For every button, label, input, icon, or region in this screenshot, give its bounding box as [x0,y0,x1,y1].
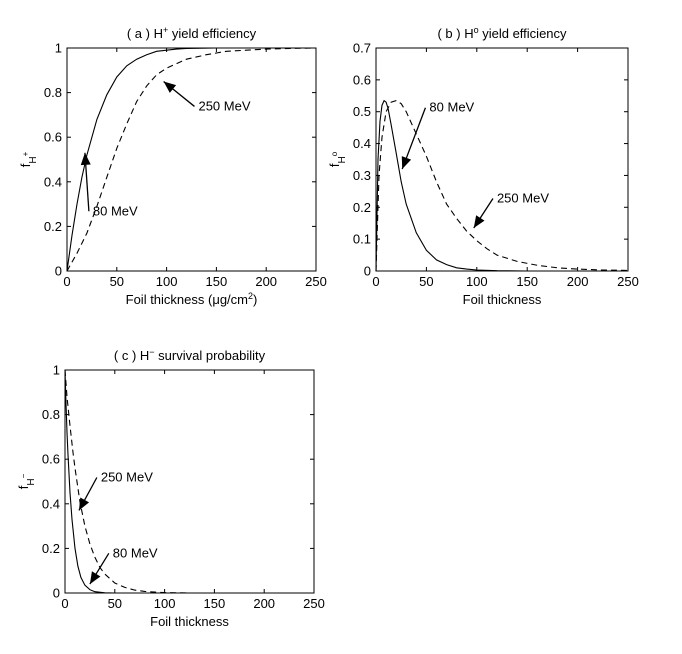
x-tick-label: 250 [617,274,639,289]
x-tick-label: 200 [255,274,277,289]
series-80-mev [375,99,628,272]
y-tick-label: 0.3 [353,168,371,183]
x-axis-label: Foil thickness [150,614,229,629]
y-tick-label: 1 [53,363,60,378]
y-axis-label: fH− [16,473,37,489]
annotation-arrowhead [80,152,91,166]
series-80-mev [66,47,316,272]
x-tick-label: 100 [154,596,176,611]
y-tick-label: 1 [55,41,62,56]
y-tick-label: 0.4 [42,496,60,511]
y-tick-label: 0 [364,264,371,279]
x-tick-label: 150 [516,274,538,289]
y-axis-label-text: fH− [16,473,37,489]
x-axis-label: Foil thickness [463,292,542,307]
series-250-mev [64,369,314,594]
chart-panel-2: 0 50 100 150 200 250 0 0.1 0.2 0.3 0.4 0.5 0.6 0.7 80 … [327,25,639,307]
x-tick-label: 0 [63,274,70,289]
y-tick-label: 0.5 [353,104,371,119]
annotation-label: 250 MeV [198,98,250,113]
x-tick-label: 50 [419,274,433,289]
y-tick-label: 0 [53,586,60,601]
annotation-label: 80 MeV [113,545,158,560]
x-tick-label: 0 [372,274,379,289]
x-tick-label: 100 [156,274,178,289]
y-axis-label-text: fH+ [18,151,39,167]
y-tick-label: 0.6 [353,72,371,87]
x-tick-label: 150 [206,274,228,289]
annotation-arrowhead [78,497,90,511]
annotation-arrowhead [163,81,177,93]
series-250-mev [375,99,629,272]
y-tick-label: 0.4 [44,174,62,189]
y-tick-label: 0.8 [42,407,60,422]
y-tick-label: 0.8 [44,85,62,100]
y-tick-label: 0.6 [44,130,62,145]
y-tick-label: 0.7 [353,41,371,56]
y-axis-label: fH+ [18,151,39,167]
chart-title: ( b ) Ho yield efficiency [437,25,567,41]
y-axis-label-text: fHo [327,151,348,167]
x-tick-label: 200 [567,274,589,289]
x-tick-label: 50 [108,596,122,611]
plot-frame [66,47,317,272]
x-tick-label: 0 [61,596,68,611]
x-tick-label: 100 [466,274,488,289]
x-tick-label: 250 [303,596,325,611]
y-tick-label: 0.1 [353,232,371,247]
y-axis-label: fHo [327,151,348,167]
annotation-arrowhead [89,571,101,585]
x-tick-label: 150 [204,596,226,611]
y-tick-label: 0.2 [42,541,60,556]
chart-panel-1: 0 50 100 150 200 250 0 0.2 0.4 0.6 0.8 1 250 MeV 80 M… [18,25,327,307]
chart-title: ( c ) H− survival probability [114,347,266,363]
y-tick-label: 0 [55,264,62,279]
x-tick-label: 250 [305,274,327,289]
chart-title: ( a ) H+ yield efficiency [127,25,257,41]
series-250-mev [66,47,317,272]
annotation-label: 80 MeV [429,100,474,115]
annotation-arrowhead [401,156,412,170]
y-tick-label: 0.2 [44,219,62,234]
x-tick-label: 50 [110,274,124,289]
y-tick-label: 0.4 [353,136,371,151]
y-tick-label: 0.6 [42,452,60,467]
annotation-label: 250 MeV [497,191,549,206]
plot-frame [375,47,629,272]
annotation-arrowhead [473,215,485,228]
y-tick-label: 0.2 [353,200,371,215]
annotation-label: 80 MeV [93,203,138,218]
chart-panel-3: 0 50 100 150 200 250 0 0.2 0.4 0.6 0.8 1 250 MeV 80 M… [16,347,325,629]
x-axis-label: Foil thickness (μg/cm2) [126,291,258,307]
x-tick-label: 200 [253,596,275,611]
annotation-label: 250 MeV [101,470,153,485]
